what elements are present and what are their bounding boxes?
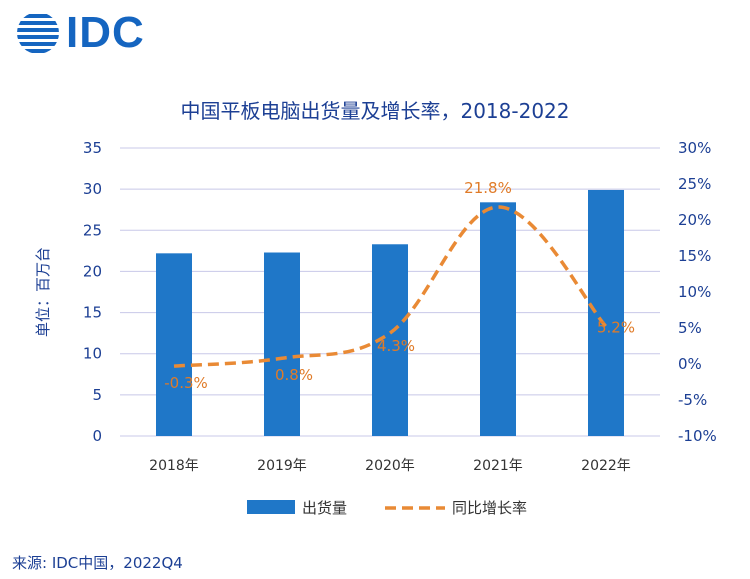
y-tick-label: 20 [83,262,102,280]
y-tick-label: 15 [83,304,102,322]
y2-tick-label: 5% [678,319,702,337]
x-tick-label: 2022年 [581,458,631,474]
y2-tick-label: 20% [678,211,711,229]
y-axis-label: 单位：百万台 [34,247,52,337]
growth-line [173,205,608,368]
y2-tick-label: 25% [678,175,711,193]
legend-label: 同比增长率 [452,499,527,517]
y-tick-label: 10 [83,345,102,363]
bar [156,253,192,436]
y2-tick-label: -5% [678,391,707,409]
y2-tick-label: 0% [678,355,702,373]
data-label: -0.3% [164,374,208,392]
bar [480,202,516,436]
x-tick-label: 2018年 [149,458,199,474]
data-label: 0.8% [275,366,313,384]
y2-tick-label: -10% [678,427,717,445]
globe-icon [17,14,59,53]
x-tick-label: 2021年 [473,458,523,474]
y2-tick-label: 30% [678,139,711,157]
y-tick-label: 35 [83,139,102,157]
bar [264,252,300,436]
data-label: 21.8% [464,179,512,197]
y-tick-label: 0 [92,427,102,445]
logo-text: IDC [66,8,145,57]
y-tick-label: 30 [83,180,102,198]
x-tick-label: 2019年 [257,458,307,474]
x-tick-label: 2020年 [365,458,415,474]
y-tick-label: 25 [83,221,102,239]
legend-label: 出货量 [302,499,347,517]
bar [588,189,624,436]
y-tick-label: 5 [92,386,102,404]
y2-tick-label: 10% [678,283,711,301]
chart-title: 中国平板电脑出货量及增长率，2018-2022 [180,99,570,123]
data-label: 4.3% [377,337,415,355]
source-note: 来源: IDC中国，2022Q4 [12,554,183,572]
idc-logo: IDC [16,6,145,60]
y2-tick-label: 15% [678,247,711,265]
legend-swatch-bar [247,500,295,514]
data-label: 5.2% [597,319,635,337]
